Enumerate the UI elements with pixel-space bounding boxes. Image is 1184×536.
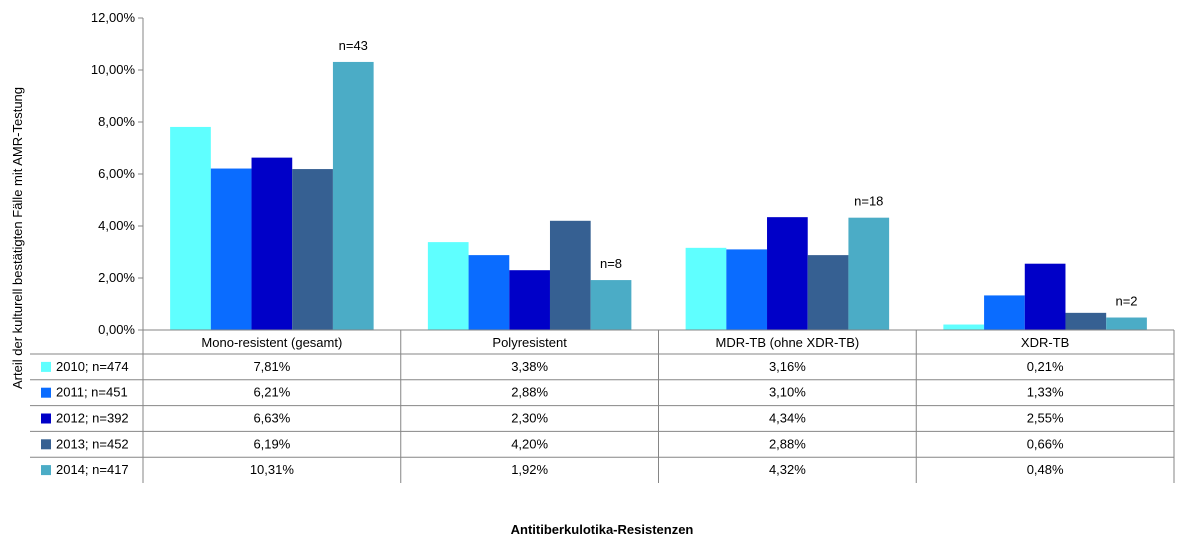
bar bbox=[292, 169, 333, 330]
legend-swatch bbox=[41, 439, 51, 450]
table-cell: 2,55% bbox=[1027, 411, 1064, 426]
table-cell: 10,31% bbox=[250, 462, 295, 477]
bar bbox=[332, 61, 374, 330]
legend-label: 2014; n=417 bbox=[56, 462, 129, 477]
bar bbox=[468, 255, 510, 330]
x-axis-label: Antitiberkulotika-Resistenzen bbox=[511, 522, 694, 536]
legend-swatch bbox=[41, 361, 51, 372]
y-tick-label: 10,00% bbox=[91, 62, 136, 77]
data-table: Mono-resistent (gesamt) Polyresistent MDR-… bbox=[30, 330, 1175, 483]
table-cell: 2,88% bbox=[511, 385, 548, 400]
legend-label: 2012; n=392 bbox=[56, 411, 129, 426]
bars bbox=[170, 61, 1147, 330]
y-axis-label: Arteil der kulturell bestätigten Fälle m… bbox=[10, 87, 25, 389]
bar bbox=[251, 157, 293, 330]
bar bbox=[984, 295, 1025, 330]
bar bbox=[509, 270, 550, 330]
table-cell: 0,48% bbox=[1027, 462, 1064, 477]
table-cell: 6,63% bbox=[253, 411, 290, 426]
y-tick-label: 6,00% bbox=[98, 166, 135, 181]
bar-annotation: n=18 bbox=[854, 194, 883, 209]
legend-swatch bbox=[41, 465, 51, 476]
legend-label: 2010; n=474 bbox=[56, 359, 129, 374]
bar-annotation: n=8 bbox=[600, 256, 622, 271]
bar bbox=[726, 249, 768, 330]
legend-swatch bbox=[41, 387, 51, 398]
bar bbox=[549, 220, 591, 330]
y-tick-label: 4,00% bbox=[98, 218, 135, 233]
table-cell: 3,16% bbox=[769, 359, 806, 374]
y-tick-label: 8,00% bbox=[98, 114, 135, 129]
bar bbox=[807, 255, 849, 330]
bar bbox=[685, 247, 727, 330]
x-tick-label: Mono-resistent (gesamt) bbox=[201, 335, 342, 350]
table-cell: 0,66% bbox=[1027, 436, 1064, 451]
table-cell: 3,10% bbox=[769, 385, 806, 400]
x-tick-label: XDR-TB bbox=[1021, 335, 1069, 350]
legend-label: 2011; n=451 bbox=[56, 385, 128, 400]
y-axis-ticks: 0,00% 2,00% 4,00% 6,00% 8,00% 10,00% 12,00% bbox=[91, 10, 143, 337]
table-cell: 4,20% bbox=[511, 436, 548, 451]
table-cell: 3,38% bbox=[511, 359, 548, 374]
bar-annotation: n=2 bbox=[1115, 294, 1137, 309]
table-cell: 4,34% bbox=[769, 411, 806, 426]
x-tick-label: Polyresistent bbox=[492, 335, 567, 350]
table-cell: 0,21% bbox=[1027, 359, 1064, 374]
table-cell: 6,21% bbox=[253, 385, 290, 400]
bar bbox=[210, 168, 252, 330]
bar bbox=[848, 217, 890, 330]
legend-swatch bbox=[41, 413, 51, 424]
y-tick-label: 12,00% bbox=[91, 10, 136, 25]
table-cell: 6,19% bbox=[253, 436, 290, 451]
y-tick-label: 2,00% bbox=[98, 270, 135, 285]
table-cell: 2,30% bbox=[511, 411, 548, 426]
bar-annotation: n=43 bbox=[339, 38, 368, 53]
x-tick-label: MDR-TB (ohne XDR-TB) bbox=[716, 335, 860, 350]
table-cell: 1,33% bbox=[1027, 385, 1064, 400]
bar bbox=[767, 217, 808, 330]
bar bbox=[1065, 312, 1107, 330]
legend-label: 2013; n=452 bbox=[56, 436, 129, 451]
bar bbox=[1106, 317, 1147, 330]
table-cell: 1,92% bbox=[511, 462, 548, 477]
table-cell: 4,32% bbox=[769, 462, 806, 477]
bar bbox=[943, 324, 985, 330]
table-cell: 7,81% bbox=[253, 359, 290, 374]
bar bbox=[1024, 263, 1066, 330]
table-cell: 2,88% bbox=[769, 436, 806, 451]
bar bbox=[590, 280, 632, 330]
annotations: n=43 n=8 n=18 n=2 bbox=[339, 38, 1138, 309]
bar bbox=[170, 126, 211, 330]
y-tick-label: 0,00% bbox=[98, 322, 135, 337]
bar bbox=[427, 242, 469, 330]
